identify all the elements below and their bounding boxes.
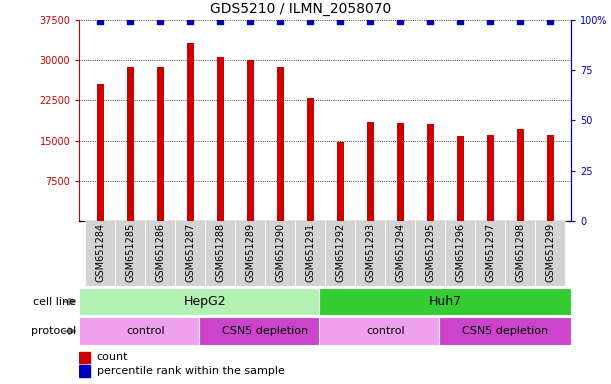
Bar xyxy=(320,288,571,316)
Bar xyxy=(439,317,571,345)
Point xyxy=(455,18,465,24)
Bar xyxy=(415,221,445,286)
Point xyxy=(276,18,285,24)
Text: GSM651287: GSM651287 xyxy=(185,223,196,282)
Bar xyxy=(475,221,505,286)
Bar xyxy=(175,221,205,286)
Text: HepG2: HepG2 xyxy=(184,295,227,308)
Bar xyxy=(397,123,404,221)
Bar xyxy=(217,57,224,221)
Text: CSN5 depletion: CSN5 depletion xyxy=(222,326,309,336)
Bar xyxy=(126,67,134,221)
Bar xyxy=(516,129,524,221)
Text: GSM651292: GSM651292 xyxy=(335,223,345,282)
Point xyxy=(216,18,225,24)
Text: CSN5 depletion: CSN5 depletion xyxy=(463,326,548,336)
Point xyxy=(485,18,495,24)
Bar xyxy=(445,221,475,286)
Bar xyxy=(86,221,115,286)
Point xyxy=(125,18,135,24)
Text: GSM651298: GSM651298 xyxy=(515,223,525,282)
Bar xyxy=(97,84,104,221)
Point xyxy=(306,18,315,24)
Bar xyxy=(115,221,145,286)
Bar xyxy=(235,221,265,286)
Bar xyxy=(205,221,235,286)
Text: GSM651296: GSM651296 xyxy=(455,223,466,282)
Bar xyxy=(79,288,331,316)
Bar xyxy=(535,221,565,286)
Bar xyxy=(186,43,194,221)
Text: GSM651289: GSM651289 xyxy=(246,223,255,282)
Text: GSM651293: GSM651293 xyxy=(365,223,375,282)
Bar xyxy=(386,221,415,286)
Text: Huh7: Huh7 xyxy=(429,295,462,308)
Bar xyxy=(456,136,464,221)
Text: percentile rank within the sample: percentile rank within the sample xyxy=(97,366,285,376)
Text: GSM651291: GSM651291 xyxy=(306,223,315,282)
Bar xyxy=(277,67,284,221)
Bar xyxy=(326,221,356,286)
Text: GSM651294: GSM651294 xyxy=(395,223,405,282)
Point xyxy=(395,18,405,24)
Bar xyxy=(265,221,295,286)
Bar xyxy=(199,317,331,345)
Bar xyxy=(320,317,452,345)
Point xyxy=(246,18,255,24)
Text: GSM651286: GSM651286 xyxy=(155,223,166,282)
Bar xyxy=(79,317,211,345)
Bar xyxy=(356,221,386,286)
Text: GSM651297: GSM651297 xyxy=(485,223,496,282)
Bar xyxy=(247,60,254,221)
Bar xyxy=(145,221,175,286)
Text: GSM651290: GSM651290 xyxy=(276,223,285,282)
Bar xyxy=(426,124,434,221)
Bar xyxy=(307,98,314,221)
Bar xyxy=(547,135,554,221)
Bar xyxy=(295,221,326,286)
Point xyxy=(425,18,435,24)
Point xyxy=(546,18,555,24)
Point xyxy=(95,18,105,24)
Text: control: control xyxy=(126,326,165,336)
Text: control: control xyxy=(366,326,404,336)
Point xyxy=(156,18,166,24)
Bar xyxy=(486,135,494,221)
Text: GSM651295: GSM651295 xyxy=(425,223,435,282)
Text: count: count xyxy=(97,352,128,362)
Text: protocol: protocol xyxy=(31,326,76,336)
Bar xyxy=(79,352,90,363)
Point xyxy=(365,18,375,24)
Point xyxy=(335,18,345,24)
Text: GSM651285: GSM651285 xyxy=(125,223,136,282)
Bar xyxy=(156,67,164,221)
Point xyxy=(186,18,196,24)
Bar xyxy=(79,366,90,377)
Title: GDS5210 / ILMN_2058070: GDS5210 / ILMN_2058070 xyxy=(210,2,392,16)
Text: GSM651299: GSM651299 xyxy=(545,223,555,282)
Text: GSM651288: GSM651288 xyxy=(216,223,225,282)
Bar xyxy=(337,142,344,221)
Point xyxy=(516,18,525,24)
Bar xyxy=(367,122,374,221)
Text: GSM651284: GSM651284 xyxy=(95,223,106,282)
Text: cell line: cell line xyxy=(34,296,76,307)
Bar xyxy=(505,221,535,286)
